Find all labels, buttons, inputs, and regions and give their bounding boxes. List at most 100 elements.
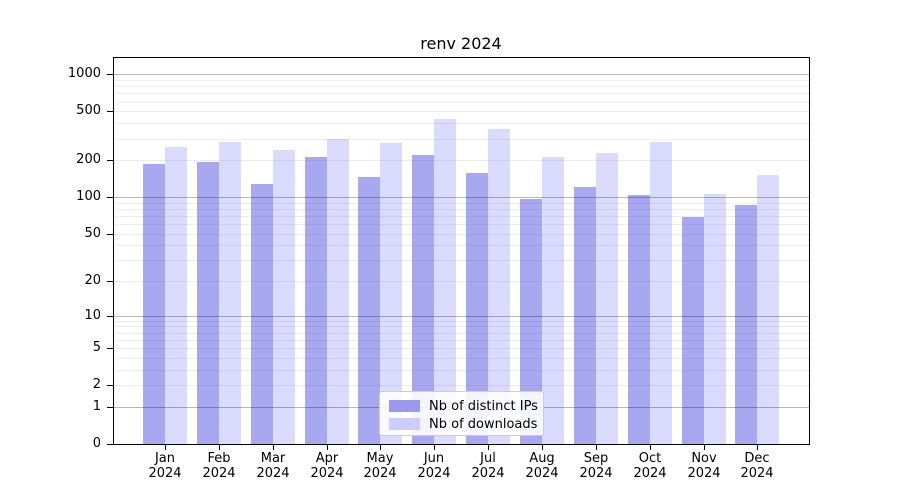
x-tick-mark (542, 445, 543, 450)
gridline-minor (114, 86, 809, 87)
bar-distinct-ips-feb (196, 161, 219, 444)
x-tick-label-year: 2024 (148, 466, 182, 481)
gridline-minor (114, 160, 809, 161)
x-tick-mark (219, 445, 220, 450)
x-tick-label-month: Jan (154, 451, 176, 466)
gridline-minor (114, 333, 809, 334)
y-tick-label: 200 (76, 152, 101, 167)
gridline-minor (114, 111, 809, 112)
gridline-minor (114, 123, 809, 124)
bar-distinct-ips-oct (627, 194, 650, 444)
gridline-minor (114, 234, 809, 235)
gridline-minor (114, 93, 809, 94)
x-tick-label-year: 2024 (471, 466, 505, 481)
gridline-minor (114, 358, 809, 359)
y-tick-label: 500 (76, 103, 101, 118)
y-tick-mark (107, 407, 113, 408)
gridline-minor (114, 216, 809, 217)
bar-downloads-jun (434, 118, 457, 444)
gridline-minor (114, 281, 809, 282)
chart-title: renv 2024 (420, 34, 502, 53)
x-tick-label-year: 2024 (417, 466, 451, 481)
x-tick-label: Nov 2024 (676, 451, 732, 481)
y-tick-mark (107, 316, 113, 317)
legend-item-downloads: Nb of downloads (389, 415, 537, 433)
x-tick-label-month: Aug (529, 451, 555, 466)
y-tick-mark (107, 444, 113, 445)
y-tick-label: 2 (92, 377, 101, 392)
bar-distinct-ips-jun (412, 154, 435, 444)
bar-distinct-ips-jan (143, 163, 165, 444)
y-tick-label: 0 (92, 436, 101, 451)
gridline-minor (114, 321, 809, 322)
y-tick-mark (107, 234, 113, 235)
x-tick-label-month: Mar (260, 451, 286, 466)
x-tick-label-year: 2024 (687, 466, 721, 481)
bar-distinct-ips-sep (573, 186, 596, 444)
y-tick-mark (107, 74, 113, 75)
y-tick-mark (107, 111, 113, 112)
x-tick-label-month: Nov (691, 451, 717, 466)
y-tick-mark (107, 385, 113, 386)
x-tick-label: Jun 2024 (406, 451, 462, 481)
bar-downloads-feb (218, 141, 241, 444)
x-tick-label: Feb 2024 (191, 451, 247, 481)
bar-downloads-may (380, 142, 403, 444)
x-tick-mark (327, 445, 328, 450)
x-tick-label-year: 2024 (525, 466, 559, 481)
y-tick-label: 20 (84, 273, 101, 288)
x-tick-mark (757, 445, 758, 450)
bar-downloads-dec (757, 175, 780, 444)
gridline-minor (114, 245, 809, 246)
bar-downloads-jul (488, 128, 511, 444)
x-tick-label-month: Apr (315, 451, 339, 466)
legend-item-distinct-ips: Nb of distinct IPs (389, 397, 538, 415)
y-tick-mark (107, 348, 113, 349)
x-tick-label-month: Dec (744, 451, 770, 466)
x-tick-label-month: Oct (638, 451, 662, 466)
gridline-minor (114, 326, 809, 327)
x-tick-mark (273, 445, 274, 450)
gridline-minor (114, 370, 809, 371)
gridline-minor (114, 385, 809, 386)
y-tick-label: 10 (84, 308, 101, 323)
legend: Nb of distinct IPs Nb of downloads (379, 391, 544, 436)
x-tick-label: Oct 2024 (622, 451, 678, 481)
y-tick-mark (107, 281, 113, 282)
x-tick-label-month: Sep (583, 451, 609, 466)
gridline-minor (114, 348, 809, 349)
gridline-major (114, 74, 809, 75)
gridline-major (114, 197, 809, 198)
x-tick-label: Jul 2024 (460, 451, 516, 481)
gridline-minor (114, 260, 809, 261)
bar-downloads-mar (272, 150, 295, 444)
bar-distinct-ips-jul (466, 172, 489, 444)
x-tick-label-month: May (366, 451, 394, 466)
x-tick-mark (434, 445, 435, 450)
x-tick-label: Jan 2024 (137, 451, 193, 481)
gridline-minor (114, 80, 809, 81)
bar-distinct-ips-may (358, 177, 381, 444)
x-tick-mark (650, 445, 651, 450)
x-tick-label: Dec 2024 (729, 451, 785, 481)
bar-downloads-jan (165, 146, 187, 444)
x-tick-label-year: 2024 (579, 466, 613, 481)
x-tick-label-month: Jul (480, 451, 496, 466)
x-tick-label-month: Feb (207, 451, 231, 466)
gridline-minor (114, 340, 809, 341)
bar-distinct-ips-apr (304, 156, 327, 444)
bar-downloads-sep (595, 152, 618, 444)
x-tick-mark (380, 445, 381, 450)
x-tick-label-year: 2024 (202, 466, 236, 481)
bar-downloads-apr (326, 139, 349, 444)
bar-distinct-ips-nov (681, 216, 704, 444)
bar-distinct-ips-aug (519, 198, 542, 444)
x-tick-mark (165, 445, 166, 450)
gridline-minor (114, 139, 809, 140)
x-tick-label-year: 2024 (363, 466, 397, 481)
x-tick-label: Apr 2024 (299, 451, 355, 481)
x-tick-label-year: 2024 (740, 466, 774, 481)
gridline-minor (114, 102, 809, 103)
x-tick-mark (704, 445, 705, 450)
